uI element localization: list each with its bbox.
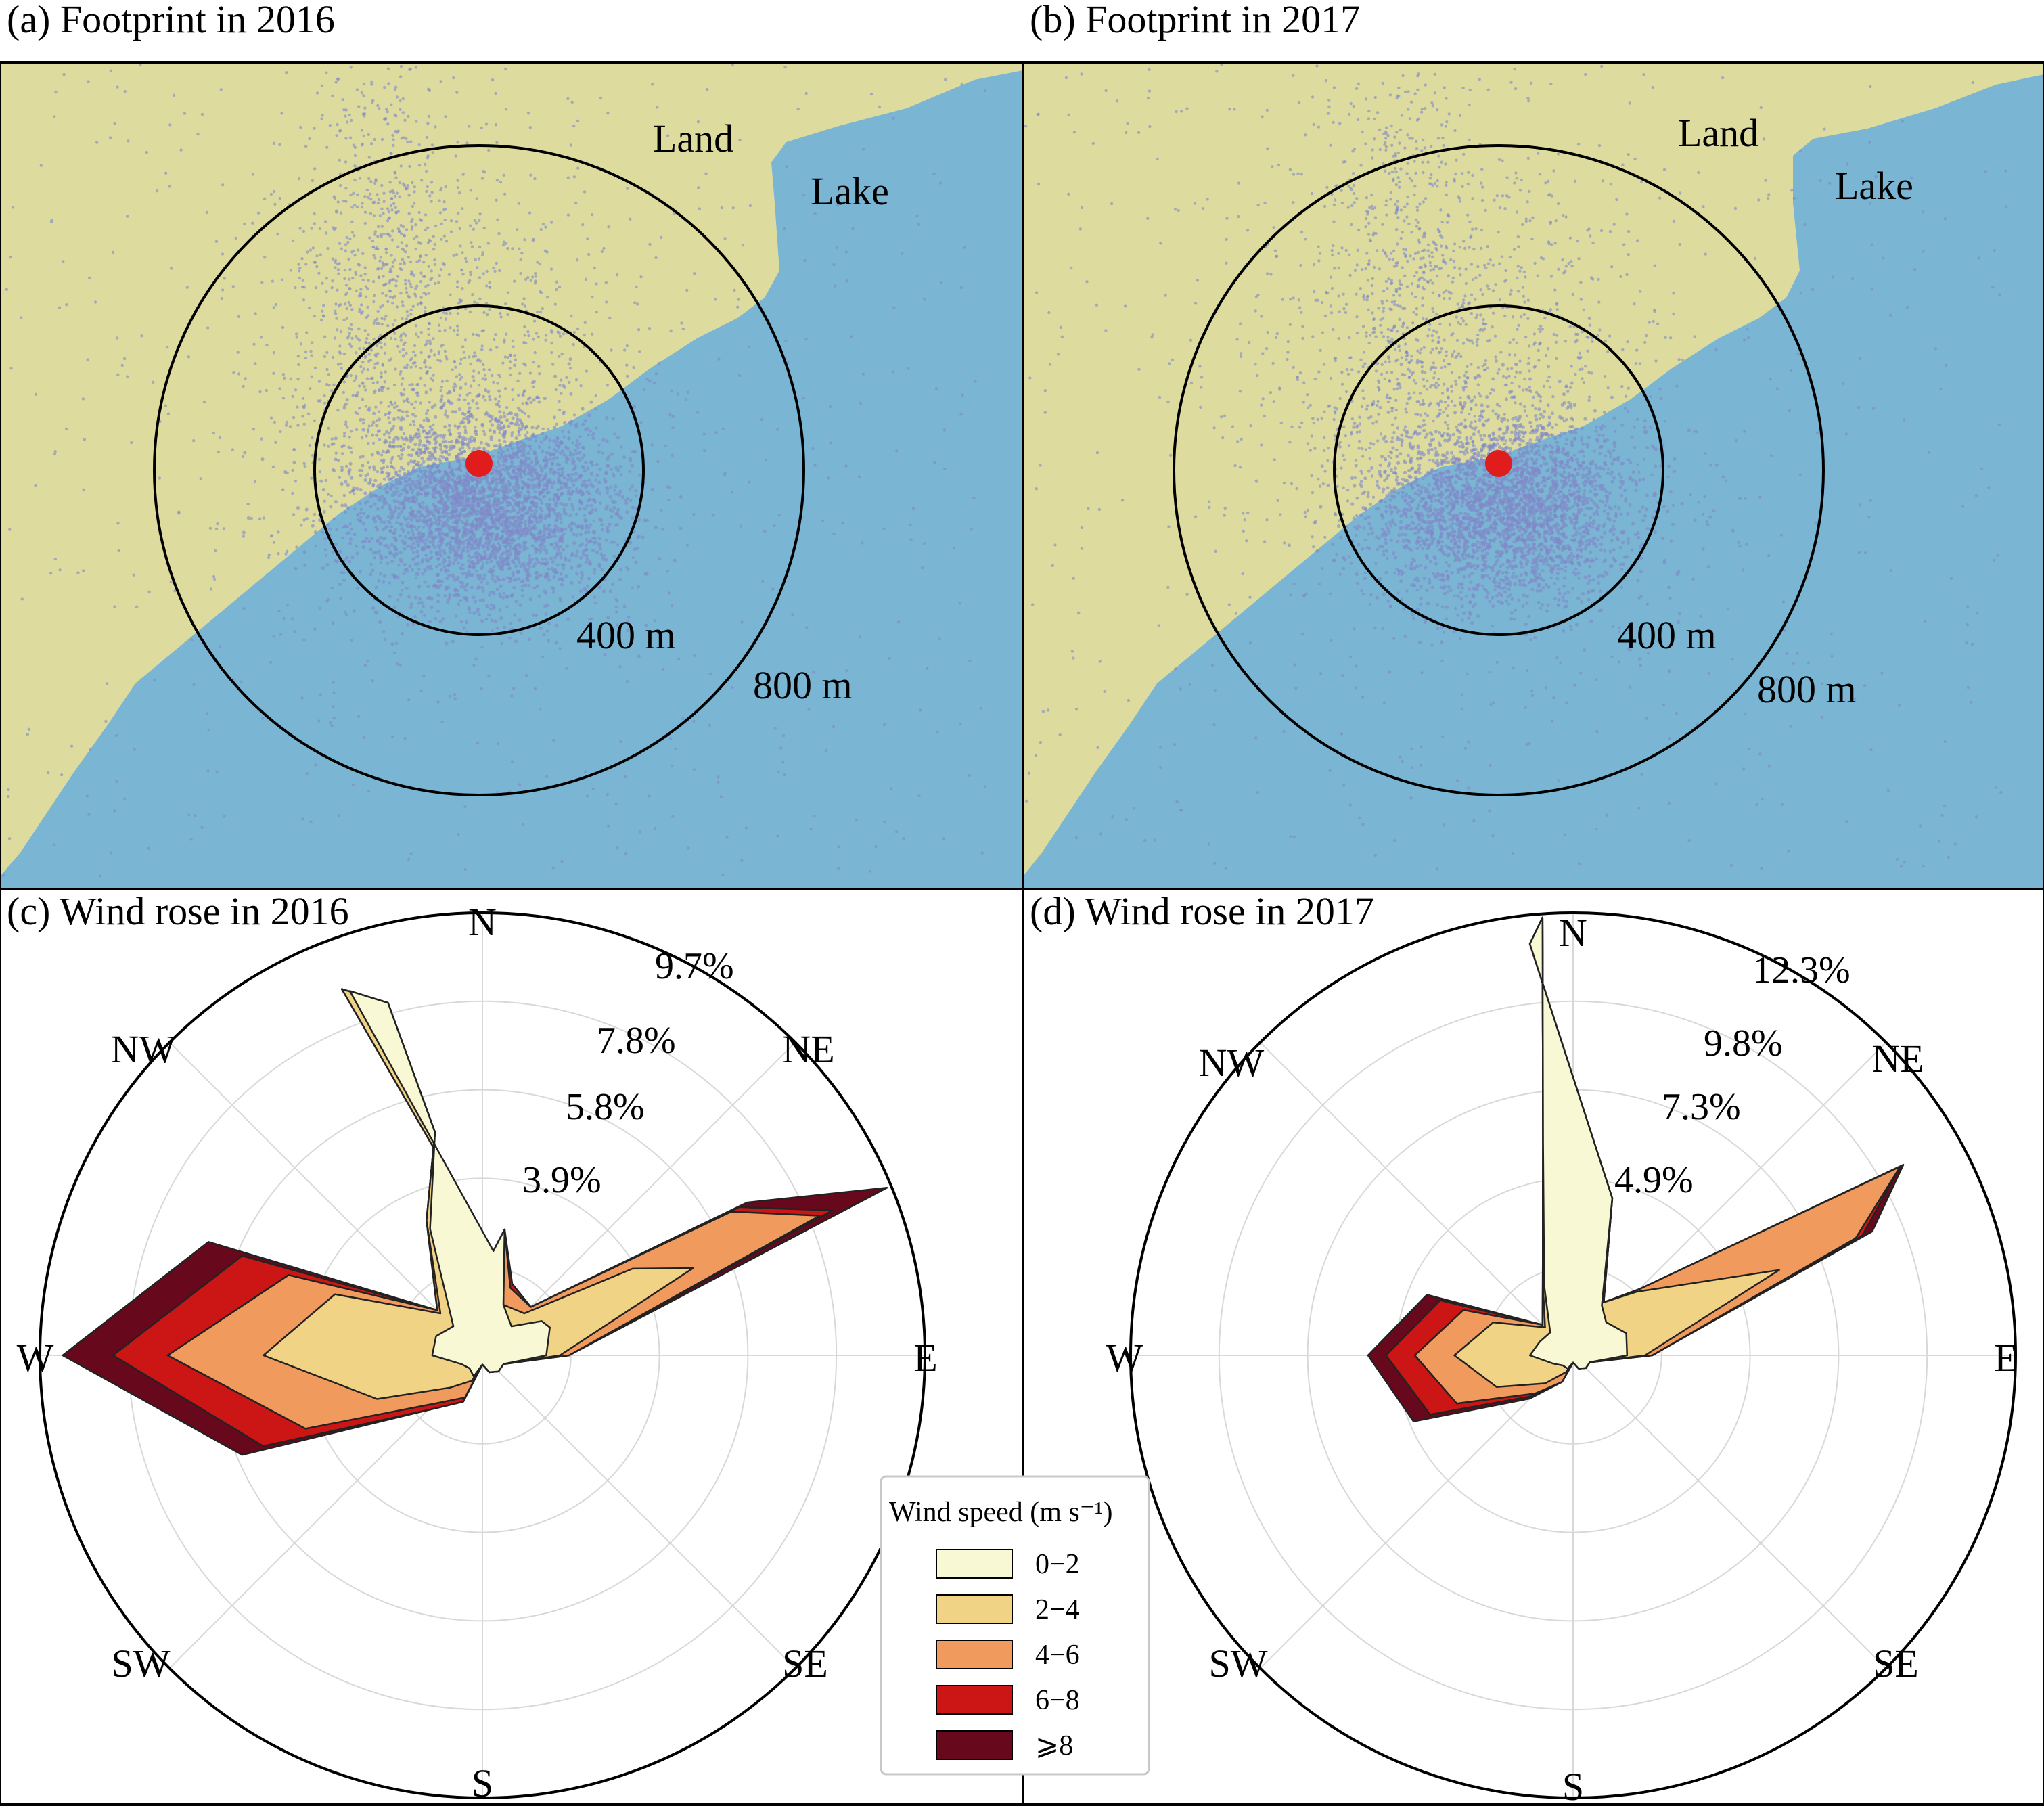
direction-n-label: N xyxy=(1559,911,1587,955)
rose-outer-ring xyxy=(39,911,926,1799)
panel-a-title: (a) Footprint in 2016 xyxy=(7,0,335,41)
rose-spoke xyxy=(482,1041,796,1356)
legend-label: ⩾8 xyxy=(1035,1730,1073,1761)
legend-swatch-2-4 xyxy=(936,1594,1013,1624)
direction-ne-label: NE xyxy=(1871,1037,1924,1081)
direction-e-label: E xyxy=(913,1336,937,1380)
legend-label: 4−6 xyxy=(1035,1640,1080,1671)
ring-800m-label: 800 m xyxy=(1757,667,1857,711)
panel-b-title: (b) Footprint in 2017 xyxy=(1030,0,1360,41)
flux-tower-marker xyxy=(1485,450,1512,477)
direction-w-label: W xyxy=(1106,1336,1143,1380)
wind-rose-2017 xyxy=(1129,911,2017,1799)
direction-n-label: N xyxy=(468,900,497,944)
direction-e-label: E xyxy=(1994,1336,2018,1380)
panel-c-title: (c) Wind rose in 2016 xyxy=(7,889,349,933)
legend-swatch-0-2 xyxy=(936,1549,1013,1579)
rose-spoke xyxy=(168,1041,483,1356)
direction-s-label: S xyxy=(1562,1765,1584,1806)
legend-swatch-8-plus xyxy=(936,1730,1013,1760)
legend-title: Wind speed (m s⁻¹) xyxy=(889,1497,1113,1528)
legend-swatch-4-6 xyxy=(936,1640,1013,1669)
flux-tower-marker xyxy=(465,450,493,477)
direction-s-label: S xyxy=(472,1761,493,1805)
rose-spoke xyxy=(482,1355,796,1669)
land-label: Land xyxy=(653,116,733,160)
footprint-map-2016 xyxy=(0,62,1023,889)
direction-ne-label: NE xyxy=(782,1027,834,1071)
direction-se-label: SE xyxy=(782,1642,828,1686)
rose-spoke xyxy=(1259,1355,1574,1669)
footprint-ring-400m xyxy=(313,304,645,636)
ring-label: 9.7% xyxy=(655,945,734,987)
direction-w-label: W xyxy=(17,1336,54,1380)
land-label: Land xyxy=(1678,111,1758,155)
ring-label: 12.3% xyxy=(1752,949,1850,991)
panel-d-frame xyxy=(1022,888,2044,1806)
land-area xyxy=(0,62,1023,876)
footprint-ring-400m xyxy=(1333,304,1664,636)
rose-spoke xyxy=(1259,1041,1574,1356)
legend-label: 0−2 xyxy=(1035,1549,1080,1580)
ring-label: 4.9% xyxy=(1614,1159,1694,1201)
direction-sw-label: SW xyxy=(112,1642,171,1686)
direction-sw-label: SW xyxy=(1209,1642,1268,1686)
rose-series-1 xyxy=(348,990,551,1378)
lake-label: Lake xyxy=(811,169,889,213)
ring-400m-label: 400 m xyxy=(1617,613,1717,657)
ring-label: 3.9% xyxy=(522,1159,601,1201)
wind-speed-legend: Wind speed (m s⁻¹) 0−2 2−4 4−6 6−8 ⩾8 xyxy=(880,1475,1150,1776)
ring-label: 9.8% xyxy=(1704,1022,1783,1064)
ring-800m-label: 800 m xyxy=(753,663,853,707)
legend-swatch-6-8 xyxy=(936,1685,1013,1715)
wind-rose-2016 xyxy=(39,911,926,1799)
direction-nw-label: NW xyxy=(111,1027,177,1071)
legend-label: 2−4 xyxy=(1035,1594,1080,1625)
rose-spoke xyxy=(1572,1355,1887,1669)
lake-label: Lake xyxy=(1835,164,1913,208)
footprint-ring-800m xyxy=(1173,144,1825,796)
ring-label: 7.8% xyxy=(597,1020,676,1062)
land-area xyxy=(1023,62,2044,876)
rose-outer-ring xyxy=(1129,911,2017,1799)
ring-400m-label: 400 m xyxy=(576,613,676,657)
rose-series-1 xyxy=(1528,916,1629,1370)
panel-d-title: (d) Wind rose in 2017 xyxy=(1030,889,1374,933)
footprint-map-2017 xyxy=(1023,62,2044,889)
ring-label: 7.3% xyxy=(1662,1086,1741,1128)
legend-label: 6−8 xyxy=(1035,1685,1080,1716)
direction-se-label: SE xyxy=(1873,1642,1919,1686)
footprint-points xyxy=(0,62,987,878)
ring-label: 5.8% xyxy=(566,1086,645,1128)
direction-nw-label: NW xyxy=(1199,1041,1265,1085)
footprint-ring-800m xyxy=(153,144,805,796)
